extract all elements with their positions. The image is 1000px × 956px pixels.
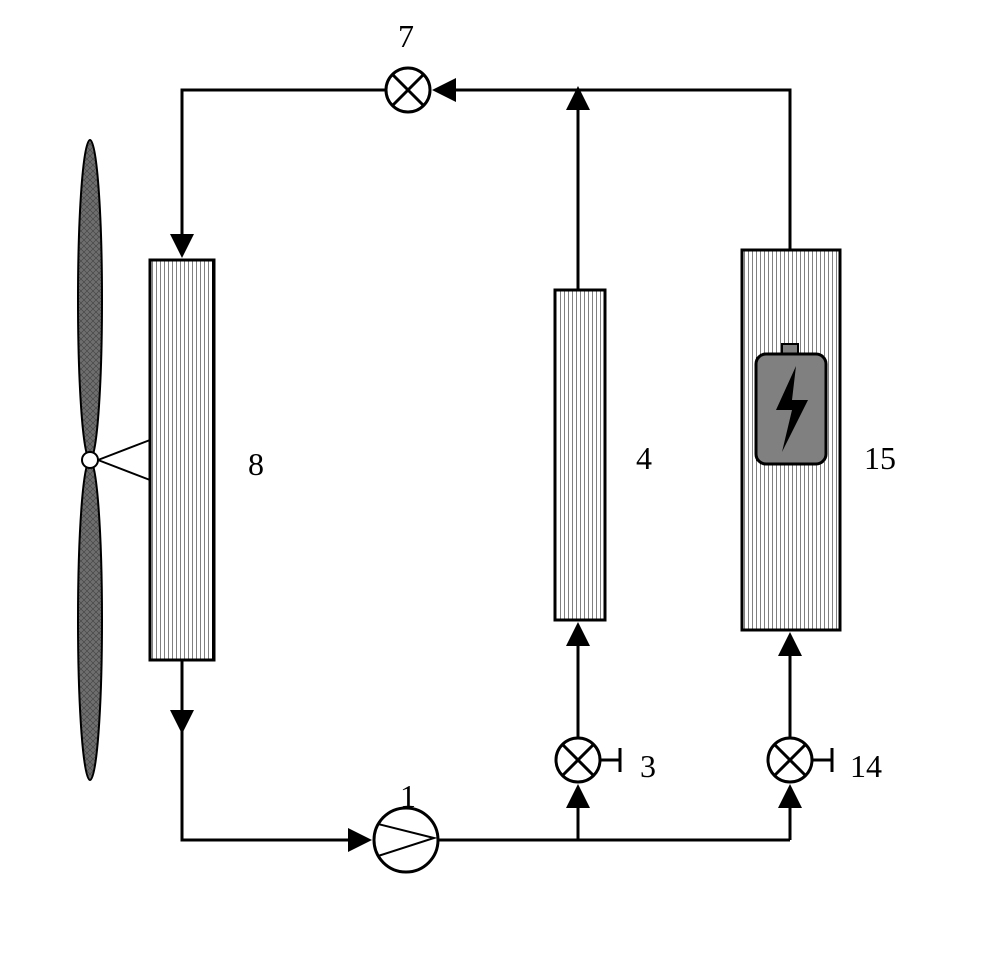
heat-exchanger-left [150,260,214,660]
label-valve-top: 7 [398,18,414,55]
valve-right [768,738,832,782]
fan-icon [78,140,150,780]
label-compressor: 1 [400,778,416,815]
expansion-valve-top [386,68,430,112]
flow-lines [182,90,790,840]
battery-unit [742,250,840,630]
heat-exchanger-mid [555,290,605,620]
label-valve-mid: 3 [640,748,656,785]
valve-mid [556,738,620,782]
diagram-canvas: 7 8 4 15 3 14 1 [0,0,1000,956]
label-valve-right: 14 [850,748,882,785]
schematic-svg [0,0,1000,956]
label-exchanger-mid: 4 [636,440,652,477]
label-exchanger-left: 8 [248,446,264,483]
compressor [374,808,438,872]
label-battery-unit: 15 [864,440,896,477]
